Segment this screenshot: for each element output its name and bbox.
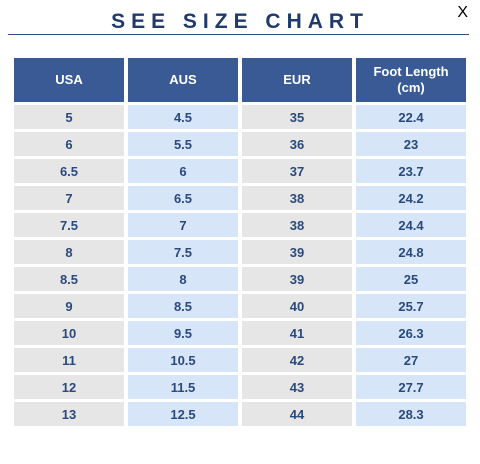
page-title: SEE SIZE CHART [111, 10, 369, 33]
header-foot-length: Foot Length (cm) [356, 58, 466, 102]
table-header-row: USA AUS EUR Foot Length (cm) [14, 58, 466, 102]
table-row: 12 11.5 43 27.7 [14, 375, 466, 399]
size-chart-table: USA AUS EUR Foot Length (cm) 5 4.5 35 22.4 6… [10, 55, 470, 429]
cell-aus: 8.5 [128, 294, 238, 318]
header-aus: AUS [128, 58, 238, 102]
table-row: 8.5 8 39 25 [14, 267, 466, 291]
cell-usa: 11 [14, 348, 124, 372]
table-row: 11 10.5 42 27 [14, 348, 466, 372]
table-row: 5 4.5 35 22.4 [14, 105, 466, 129]
cell-foot-length: 22.4 [356, 105, 466, 129]
cell-usa: 12 [14, 375, 124, 399]
table-row: 6 5.5 36 23 [14, 132, 466, 156]
cell-eur: 39 [242, 267, 352, 291]
cell-usa: 7.5 [14, 213, 124, 237]
cell-foot-length: 24.8 [356, 240, 466, 264]
cell-eur: 40 [242, 294, 352, 318]
header-usa: USA [14, 58, 124, 102]
cell-eur: 38 [242, 213, 352, 237]
cell-eur: 37 [242, 159, 352, 183]
cell-aus: 9.5 [128, 321, 238, 345]
cell-usa: 8.5 [14, 267, 124, 291]
cell-foot-length: 24.4 [356, 213, 466, 237]
cell-eur: 42 [242, 348, 352, 372]
header-foot-length-label: Foot Length [373, 64, 449, 79]
cell-aus: 12.5 [128, 402, 238, 426]
cell-usa: 9 [14, 294, 124, 318]
close-icon[interactable]: X [457, 4, 468, 21]
cell-foot-length: 23.7 [356, 159, 466, 183]
cell-foot-length: 23 [356, 132, 466, 156]
cell-aus: 7.5 [128, 240, 238, 264]
table-row: 7.5 7 38 24.4 [14, 213, 466, 237]
header-foot-length-unit: (cm) [397, 80, 425, 95]
cell-eur: 44 [242, 402, 352, 426]
cell-aus: 6 [128, 159, 238, 183]
cell-foot-length: 26.3 [356, 321, 466, 345]
cell-usa: 5 [14, 105, 124, 129]
cell-aus: 4.5 [128, 105, 238, 129]
cell-foot-length: 24.2 [356, 186, 466, 210]
cell-aus: 5.5 [128, 132, 238, 156]
cell-foot-length: 27 [356, 348, 466, 372]
cell-usa: 10 [14, 321, 124, 345]
cell-eur: 36 [242, 132, 352, 156]
cell-eur: 41 [242, 321, 352, 345]
cell-usa: 6 [14, 132, 124, 156]
cell-aus: 11.5 [128, 375, 238, 399]
table-row: 10 9.5 41 26.3 [14, 321, 466, 345]
cell-foot-length: 25 [356, 267, 466, 291]
cell-eur: 39 [242, 240, 352, 264]
table-row: 6.5 6 37 23.7 [14, 159, 466, 183]
cell-usa: 13 [14, 402, 124, 426]
cell-eur: 43 [242, 375, 352, 399]
cell-aus: 7 [128, 213, 238, 237]
title-divider [8, 34, 469, 35]
cell-foot-length: 25.7 [356, 294, 466, 318]
cell-usa: 8 [14, 240, 124, 264]
table-row: 8 7.5 39 24.8 [14, 240, 466, 264]
cell-aus: 8 [128, 267, 238, 291]
table-row: 13 12.5 44 28.3 [14, 402, 466, 426]
header-eur: EUR [242, 58, 352, 102]
cell-usa: 6.5 [14, 159, 124, 183]
size-table-body: 5 4.5 35 22.4 6 5.5 36 23 6.5 6 37 23.7 7 6.5 38 24.2 7.… [14, 105, 466, 426]
cell-foot-length: 27.7 [356, 375, 466, 399]
cell-aus: 6.5 [128, 186, 238, 210]
cell-foot-length: 28.3 [356, 402, 466, 426]
cell-eur: 38 [242, 186, 352, 210]
cell-usa: 7 [14, 186, 124, 210]
table-row: 9 8.5 40 25.7 [14, 294, 466, 318]
cell-eur: 35 [242, 105, 352, 129]
cell-aus: 10.5 [128, 348, 238, 372]
table-row: 7 6.5 38 24.2 [14, 186, 466, 210]
